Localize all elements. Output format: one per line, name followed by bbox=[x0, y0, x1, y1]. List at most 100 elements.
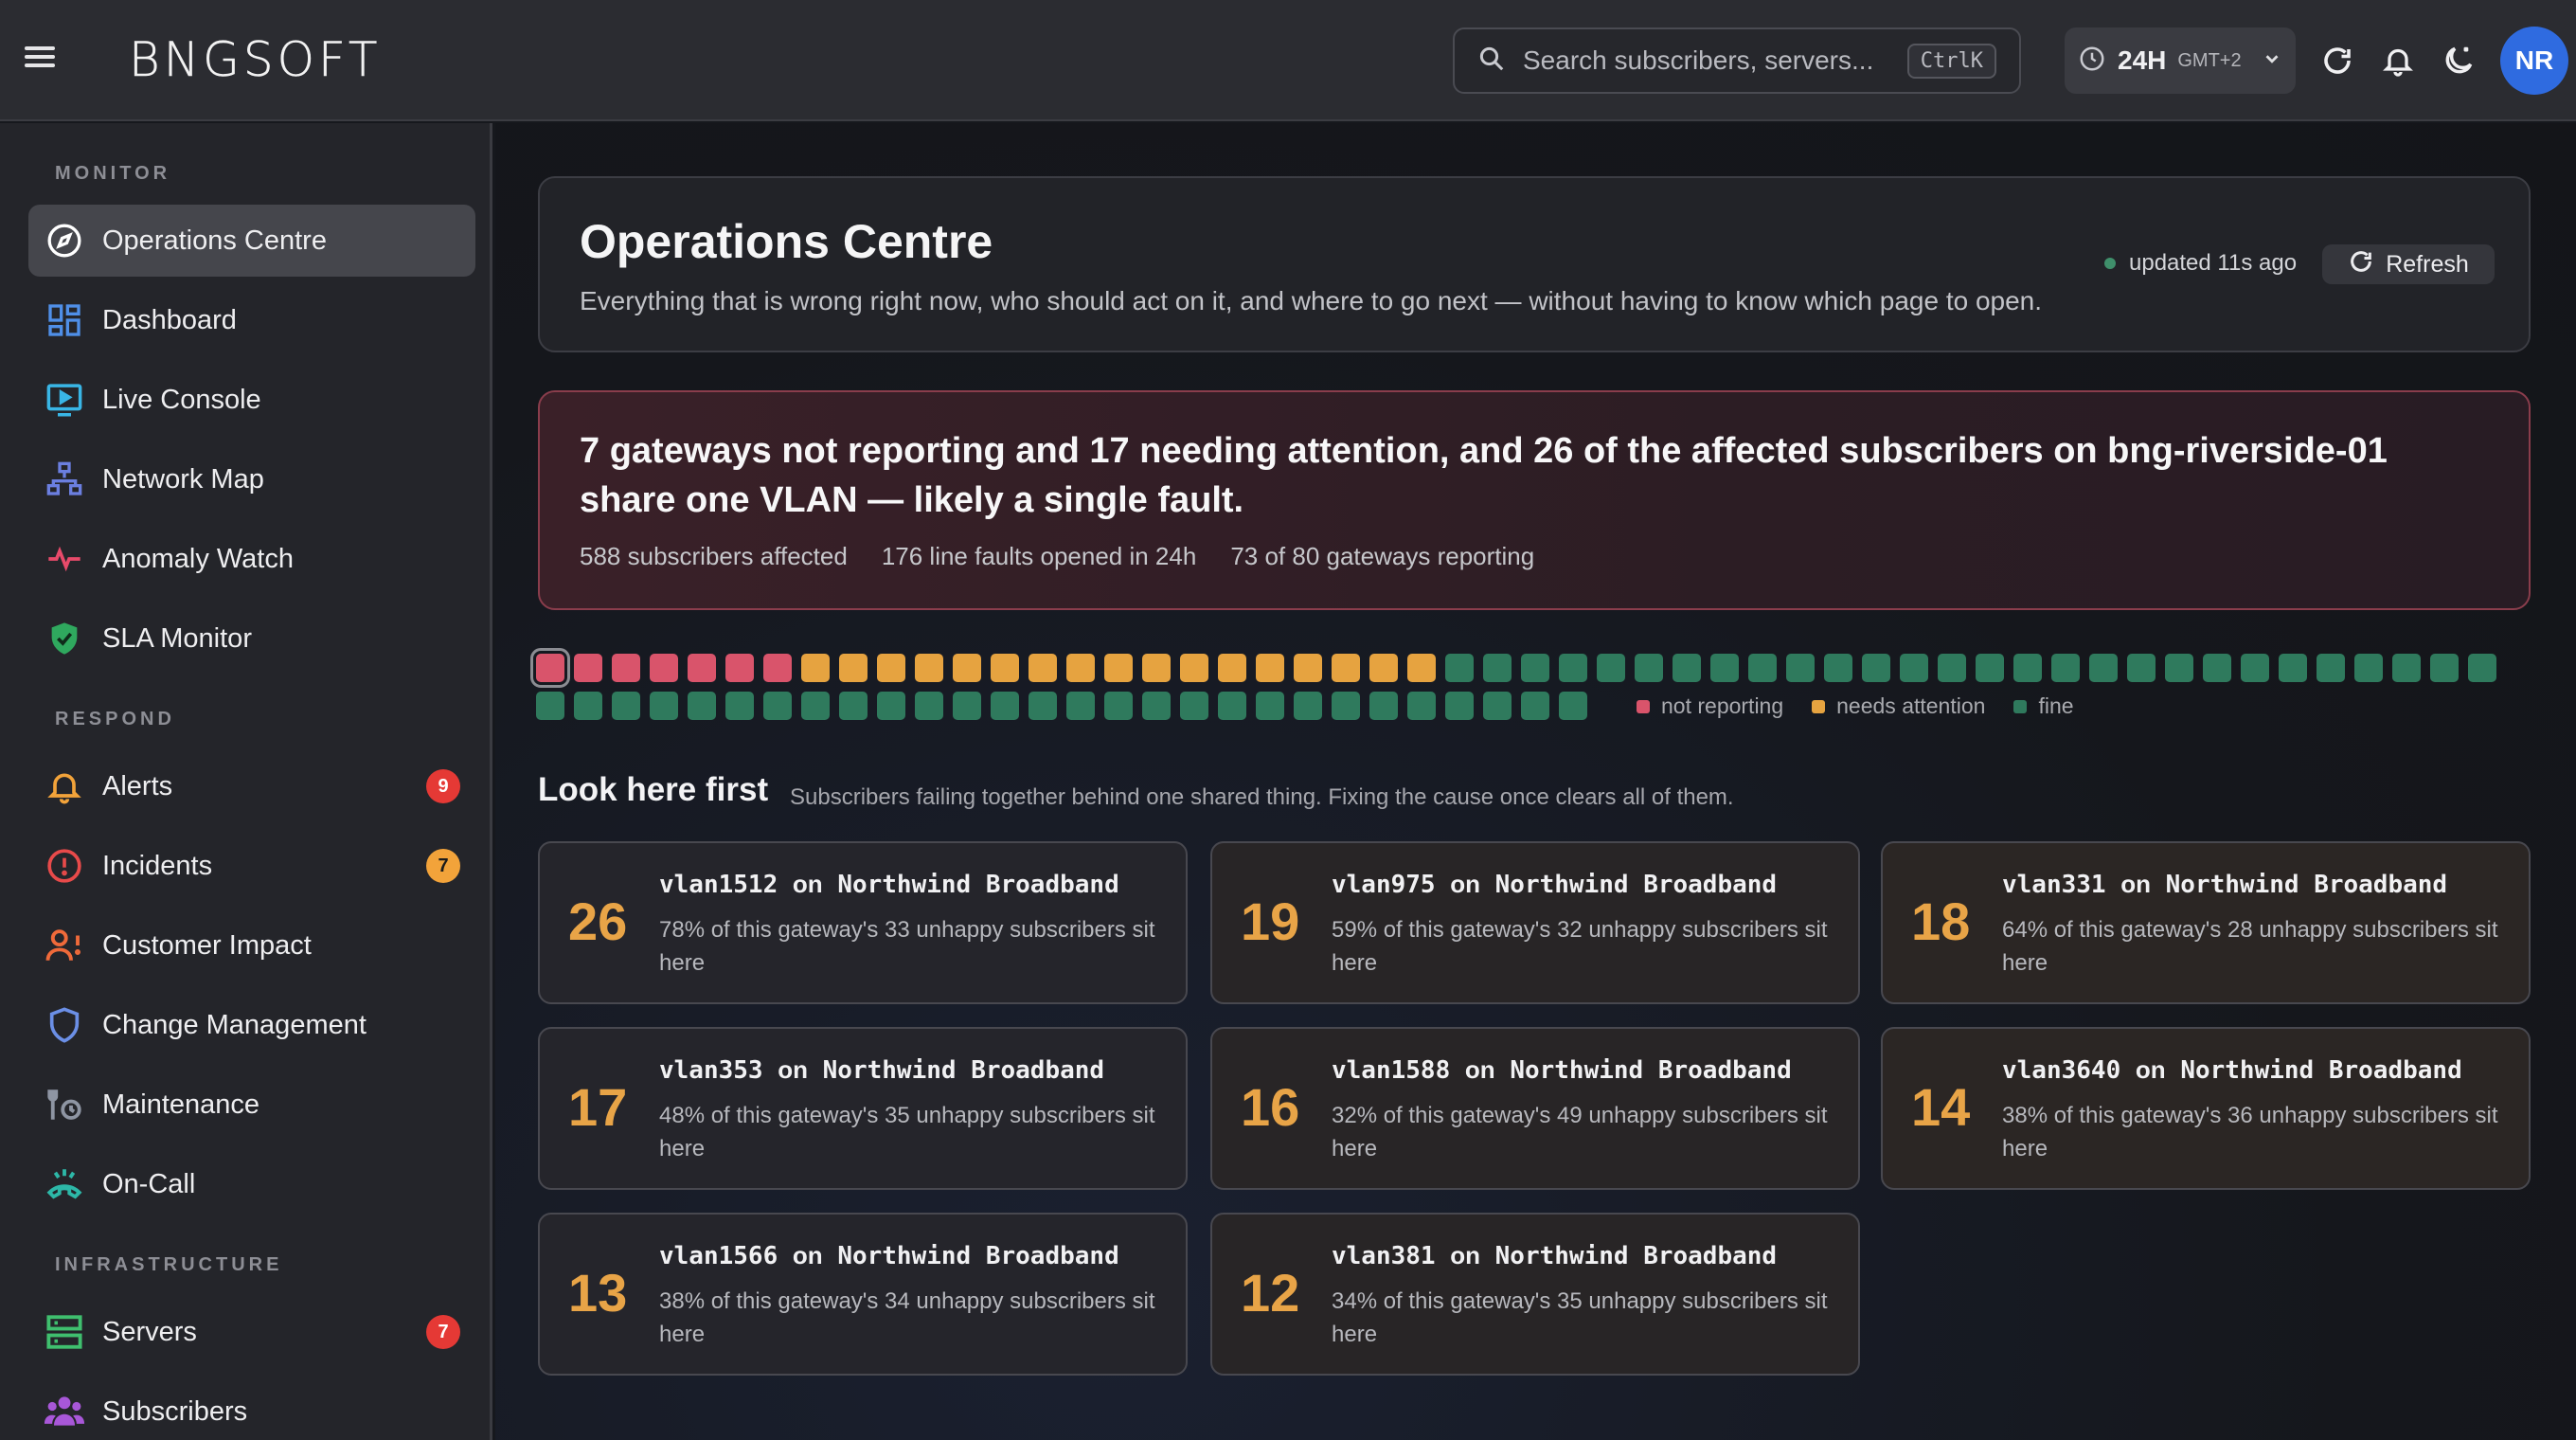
gateway-status-square[interactable] bbox=[1445, 654, 1474, 682]
gateway-status-square[interactable] bbox=[1976, 654, 2004, 682]
gateway-status-square[interactable] bbox=[650, 692, 678, 720]
gateway-status-square[interactable] bbox=[1483, 692, 1512, 720]
gateway-status-square[interactable] bbox=[915, 692, 943, 720]
gateway-status-square[interactable] bbox=[612, 692, 640, 720]
gateway-status-square[interactable] bbox=[991, 654, 1019, 682]
gateway-status-square[interactable] bbox=[1710, 654, 1739, 682]
gateway-status-square[interactable] bbox=[1597, 654, 1625, 682]
gateway-status-square[interactable] bbox=[1218, 654, 1246, 682]
gateway-status-square[interactable] bbox=[2241, 654, 2269, 682]
gateway-status-square[interactable] bbox=[1180, 692, 1208, 720]
gateway-status-square[interactable] bbox=[650, 654, 678, 682]
gateway-status-square[interactable] bbox=[1218, 692, 1246, 720]
gateway-status-square[interactable] bbox=[1559, 654, 1587, 682]
cluster-card[interactable]: 12 vlan381 on Northwind Broadband 34% of t… bbox=[1210, 1213, 1860, 1376]
gateway-status-square[interactable] bbox=[1104, 654, 1133, 682]
sidebar-item-servers[interactable]: Servers 7 bbox=[28, 1296, 475, 1368]
gateway-status-square[interactable] bbox=[915, 654, 943, 682]
gateway-status-square[interactable] bbox=[877, 692, 905, 720]
hamburger-menu-icon[interactable] bbox=[25, 42, 61, 80]
dark-mode-moon-icon[interactable] bbox=[2436, 38, 2481, 83]
gateway-status-square[interactable] bbox=[1332, 654, 1360, 682]
gateway-status-square[interactable] bbox=[1824, 654, 1852, 682]
gateway-status-square[interactable] bbox=[1180, 654, 1208, 682]
gateway-status-square[interactable] bbox=[1938, 654, 1966, 682]
gateway-status-square[interactable] bbox=[574, 692, 602, 720]
gateway-status-square[interactable] bbox=[763, 654, 792, 682]
gateway-status-square[interactable] bbox=[536, 692, 564, 720]
gateway-status-square[interactable] bbox=[2354, 654, 2383, 682]
gateway-status-square[interactable] bbox=[839, 654, 868, 682]
gateway-status-square[interactable] bbox=[1445, 692, 1474, 720]
sidebar-item-customer-impact[interactable]: Customer Impact bbox=[28, 909, 475, 981]
gateway-status-square[interactable] bbox=[1294, 654, 1322, 682]
gateway-status-square[interactable] bbox=[688, 692, 716, 720]
gateway-status-square[interactable] bbox=[1142, 654, 1171, 682]
sidebar-item-sla-monitor[interactable]: SLA Monitor bbox=[28, 603, 475, 675]
gateway-status-square[interactable] bbox=[2203, 654, 2231, 682]
notifications-bell-icon[interactable] bbox=[2375, 38, 2421, 83]
gateway-status-square[interactable] bbox=[801, 692, 830, 720]
cluster-card[interactable]: 14 vlan3640 on Northwind Broadband 38% of … bbox=[1881, 1027, 2531, 1190]
gateway-status-square[interactable] bbox=[1369, 654, 1398, 682]
cluster-card[interactable]: 16 vlan1588 on Northwind Broadband 32% of … bbox=[1210, 1027, 1860, 1190]
gateway-status-square[interactable] bbox=[612, 654, 640, 682]
avatar[interactable]: NR bbox=[2500, 27, 2568, 95]
gateway-status-square[interactable] bbox=[763, 692, 792, 720]
gateway-status-square[interactable] bbox=[1559, 692, 1587, 720]
gateway-status-square[interactable] bbox=[1483, 654, 1512, 682]
gateway-status-square[interactable] bbox=[801, 654, 830, 682]
gateway-status-square[interactable] bbox=[574, 654, 602, 682]
gateway-status-square[interactable] bbox=[1673, 654, 1701, 682]
sidebar-item-dashboard[interactable]: Dashboard bbox=[28, 284, 475, 356]
gateway-status-square[interactable] bbox=[530, 648, 570, 688]
gateway-status-square[interactable] bbox=[1294, 692, 1322, 720]
sidebar-item-alerts[interactable]: Alerts 9 bbox=[28, 750, 475, 822]
gateway-status-square[interactable] bbox=[2127, 654, 2156, 682]
gateway-status-square[interactable] bbox=[1786, 654, 1815, 682]
refresh-icon[interactable] bbox=[2315, 38, 2360, 83]
sidebar-item-anomaly-watch[interactable]: Anomaly Watch bbox=[28, 523, 475, 595]
gateway-status-square[interactable] bbox=[1104, 692, 1133, 720]
gateway-status-square[interactable] bbox=[1862, 654, 1890, 682]
sidebar-item-maintenance[interactable]: Maintenance bbox=[28, 1069, 475, 1141]
gateway-status-square[interactable] bbox=[2468, 654, 2496, 682]
gateway-status-square[interactable] bbox=[1521, 692, 1549, 720]
gateway-status-square[interactable] bbox=[1521, 654, 1549, 682]
gateway-status-square[interactable] bbox=[725, 654, 754, 682]
gateway-status-square[interactable] bbox=[991, 692, 1019, 720]
gateway-status-square[interactable] bbox=[1142, 692, 1171, 720]
gateway-status-square[interactable] bbox=[1369, 692, 1398, 720]
gateway-status-square[interactable] bbox=[688, 654, 716, 682]
cluster-card[interactable]: 26 vlan1512 on Northwind Broadband 78% of … bbox=[538, 841, 1188, 1004]
gateway-status-square[interactable] bbox=[2013, 654, 2042, 682]
sidebar-item-change-management[interactable]: Change Management bbox=[28, 989, 475, 1061]
gateway-status-square[interactable] bbox=[2165, 654, 2193, 682]
time-range-select[interactable]: 24H GMT+2 bbox=[2065, 27, 2296, 94]
gateway-status-square[interactable] bbox=[2089, 654, 2118, 682]
gateway-status-square[interactable] bbox=[953, 654, 981, 682]
gateway-status-square[interactable] bbox=[1748, 654, 1777, 682]
gateway-status-square[interactable] bbox=[1407, 692, 1436, 720]
gateway-status-square[interactable] bbox=[877, 654, 905, 682]
gateway-status-square[interactable] bbox=[1256, 654, 1284, 682]
gateway-status-square[interactable] bbox=[839, 692, 868, 720]
sidebar-item-incidents[interactable]: Incidents 7 bbox=[28, 830, 475, 902]
sidebar-item-live-console[interactable]: Live Console bbox=[28, 364, 475, 436]
gateway-status-square[interactable] bbox=[1029, 654, 1057, 682]
gateway-status-square[interactable] bbox=[1635, 654, 1663, 682]
gateway-status-square[interactable] bbox=[2051, 654, 2080, 682]
gateway-status-square[interactable] bbox=[2279, 654, 2307, 682]
gateway-status-square[interactable] bbox=[1066, 692, 1095, 720]
cluster-card[interactable]: 13 vlan1566 on Northwind Broadband 38% of … bbox=[538, 1213, 1188, 1376]
gateway-status-square[interactable] bbox=[2392, 654, 2421, 682]
sidebar-item-operations-centre[interactable]: Operations Centre bbox=[28, 205, 475, 277]
gateway-status-square[interactable] bbox=[1066, 654, 1095, 682]
gateway-status-square[interactable] bbox=[2430, 654, 2459, 682]
cluster-card[interactable]: 17 vlan353 on Northwind Broadband 48% of t… bbox=[538, 1027, 1188, 1190]
refresh-button[interactable]: Refresh bbox=[2322, 244, 2495, 284]
cluster-card[interactable]: 19 vlan975 on Northwind Broadband 59% of t… bbox=[1210, 841, 1860, 1004]
sidebar-item-subscribers[interactable]: Subscribers bbox=[28, 1376, 475, 1440]
gateway-status-square[interactable] bbox=[953, 692, 981, 720]
sidebar-item-on-call[interactable]: On-Call bbox=[28, 1148, 475, 1220]
